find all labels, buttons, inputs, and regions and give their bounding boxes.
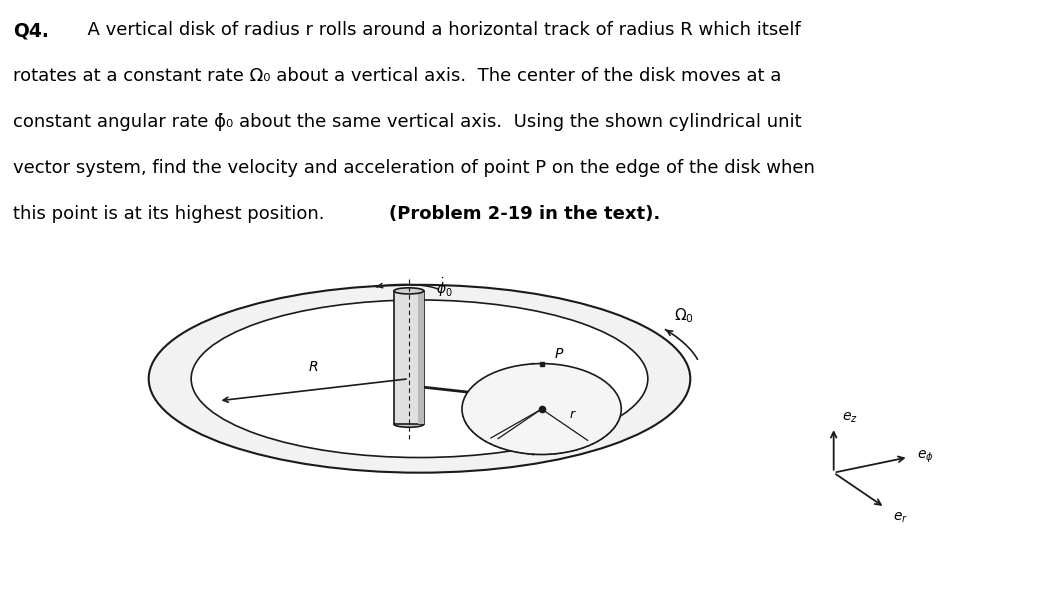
Text: this point is at its highest position.: this point is at its highest position. xyxy=(13,205,336,224)
Text: P: P xyxy=(554,347,563,361)
Text: $e_r$: $e_r$ xyxy=(893,510,908,525)
Ellipse shape xyxy=(394,421,424,427)
Text: $e_\phi$: $e_\phi$ xyxy=(917,449,933,465)
Text: vector system, find the velocity and acceleration of point P on the edge of the : vector system, find the velocity and acc… xyxy=(13,159,815,178)
Text: Q4.: Q4. xyxy=(13,21,49,40)
Text: r: r xyxy=(569,408,575,421)
Text: $e_z$: $e_z$ xyxy=(842,410,858,425)
Text: A vertical disk of radius r rolls around a horizontal track of radius R which it: A vertical disk of radius r rolls around… xyxy=(76,21,801,39)
Text: constant angular rate ϕ̇₀ about the same vertical axis.  Using the shown cylindr: constant angular rate ϕ̇₀ about the same… xyxy=(13,113,802,132)
FancyBboxPatch shape xyxy=(417,291,424,424)
Circle shape xyxy=(462,364,621,454)
Ellipse shape xyxy=(518,364,548,454)
Ellipse shape xyxy=(394,288,424,294)
Text: rotates at a constant rate Ω₀ about a vertical axis.  The center of the disk mov: rotates at a constant rate Ω₀ about a ve… xyxy=(13,67,782,85)
Polygon shape xyxy=(149,285,690,473)
Text: $\Omega_0$: $\Omega_0$ xyxy=(674,306,693,325)
FancyBboxPatch shape xyxy=(394,291,424,424)
Text: R: R xyxy=(309,360,319,374)
Text: $\dot{\phi}_0$: $\dot{\phi}_0$ xyxy=(435,276,452,299)
Text: (Problem 2-19 in the text).: (Problem 2-19 in the text). xyxy=(389,205,660,224)
